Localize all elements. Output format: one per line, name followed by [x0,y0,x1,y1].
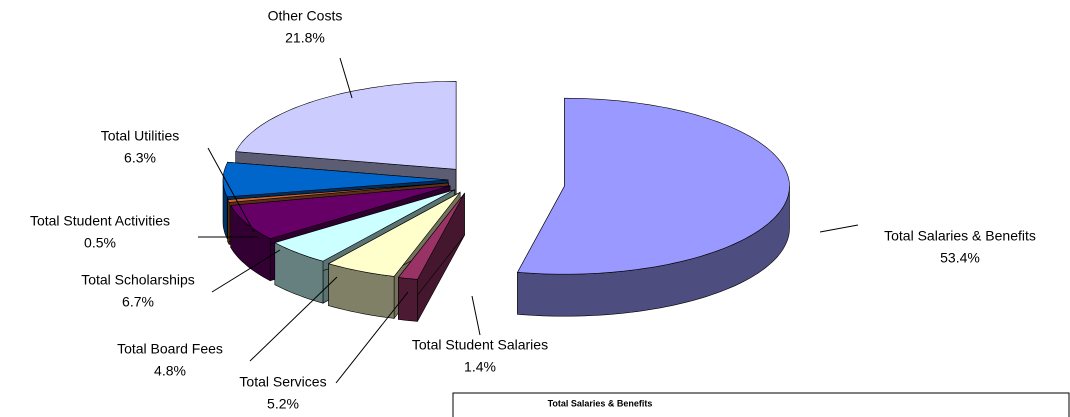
slice-value-label: 21.8% [285,30,325,46]
slice [517,97,790,275]
slice-label: Other Costs [268,8,343,24]
slice [227,182,449,203]
slice-label: Total Student Activities [30,213,170,229]
legend-entry: Total Salaries & Benefits [548,398,653,408]
slice-value-label: 5.2% [267,396,299,412]
slice-value-label: 53.4% [940,250,980,266]
leader-line [819,224,859,233]
slice-label: Total Services [239,374,326,390]
slice-label: Total Student Salaries [412,337,548,353]
slice [327,192,461,277]
slice [230,185,451,240]
slice-value-label: 0.5% [84,235,116,251]
slice-wall [227,199,230,245]
legend-box [452,392,1070,417]
slice-value-label: 4.8% [154,363,186,379]
slice [222,161,449,198]
slice-label: Total Scholarships [81,272,195,288]
leader-line [471,295,481,336]
leader-line [249,276,338,362]
slice [235,80,457,170]
slice-value-label: 6.7% [122,294,154,310]
slice-label: Total Salaries & Benefits [884,228,1036,244]
slice-wall [398,277,418,322]
slice [397,193,465,280]
leader-line [339,57,353,99]
leader-line [211,249,281,293]
slice-value-label: 1.4% [464,359,496,375]
slice [273,189,455,262]
slice-label: Total Utilities [101,128,180,144]
leader-line [207,147,255,233]
leader-line [335,291,409,384]
slice-value-label: 6.3% [124,150,156,166]
slice-label: Total Board Fees [117,341,223,357]
